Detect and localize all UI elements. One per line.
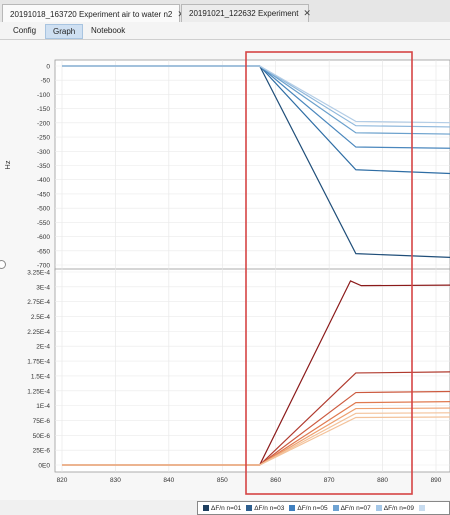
- document-tab-bar: 20191018_163720 Experiment air to water …: [0, 0, 450, 23]
- y-tick-label: -700: [37, 263, 50, 270]
- highlight-box: [245, 51, 413, 495]
- x-tick-label: 860: [270, 477, 281, 484]
- y-tick-label: -250: [37, 135, 50, 142]
- y-tick-label: -550: [37, 220, 50, 227]
- y-tick-label: -150: [37, 106, 50, 113]
- dissipation-plot-area: [54, 268, 450, 473]
- dissipation-series-line: [62, 416, 450, 466]
- graph-area[interactable]: 0 -50 -100 -150 -200 -250 -300 -350 -400 -450 -500…: [0, 40, 450, 500]
- legend-swatch: [203, 505, 209, 511]
- legend-label: ΔF/n n=07: [340, 504, 371, 512]
- legend-item: ΔF/n n=07: [332, 504, 371, 512]
- x-tick-label: 840: [163, 477, 174, 484]
- splitter-handle[interactable]: [0, 260, 6, 269]
- y-tick-label: -50: [41, 78, 51, 85]
- legend-label: ΔF/n n=01: [211, 504, 242, 512]
- y-tick-label: 1E-4: [36, 403, 50, 410]
- tab-notebook[interactable]: Notebook: [91, 26, 126, 35]
- tab-label: 20191018_163720 Experiment air to water …: [10, 9, 173, 19]
- view-tab-bar: Config Graph Notebook: [0, 22, 450, 40]
- x-tick-label: 830: [110, 477, 121, 484]
- y-tick-label: -350: [37, 163, 50, 170]
- y-tick-label: -450: [37, 191, 50, 198]
- tab-config[interactable]: Config: [13, 26, 37, 35]
- y-tick-label: 75E-6: [33, 418, 51, 425]
- y-tick-label: 25E-6: [33, 448, 51, 455]
- y-tick-label: 1.25E-4: [27, 388, 50, 395]
- legend-item: ΔF/n n=03: [246, 505, 284, 512]
- y-tick-label: 1.5E-4: [31, 373, 51, 380]
- tab-experiment[interactable]: 20191021_122632 Experiment ✕: [181, 4, 311, 22]
- legend-item: [418, 505, 427, 511]
- x-tick-label: 850: [217, 477, 228, 484]
- legend-swatch: [375, 505, 382, 511]
- x-tick-label: 870: [324, 477, 335, 484]
- legend-item: ΔF/n n=01: [203, 505, 241, 512]
- y-tick-label: -400: [37, 177, 50, 184]
- chart-legend: ΔF/n n=01 ΔF/n n=03 ΔF/n n=05 ΔF/n n=07 ΔF/n…: [197, 501, 450, 515]
- y-tick-label: -600: [37, 234, 50, 241]
- legend-item: ΔF/n n=09: [375, 504, 414, 512]
- legend-label: ΔF/n n=03: [254, 504, 285, 512]
- frequency-series-line: [62, 65, 450, 124]
- legend-label: ΔF/n n=09: [383, 504, 414, 512]
- y-tick-label: 0: [46, 64, 50, 71]
- tab-experiment-air-to-water[interactable]: 20191018_163720 Experiment air to water …: [2, 4, 185, 23]
- legend-swatch: [418, 505, 425, 511]
- chart-canvas[interactable]: 0 -50 -100 -150 -200 -250 -300 -350 -400 -450 -500…: [0, 40, 450, 500]
- tab-graph[interactable]: Graph: [45, 24, 84, 39]
- legend-swatch: [246, 505, 253, 511]
- y-tick-label: -500: [37, 206, 50, 213]
- y-tick-label: 50E-6: [33, 433, 51, 440]
- tab-label: 20191021_122632 Experiment: [189, 9, 299, 18]
- y-tick-label: 2.75E-4: [27, 299, 50, 306]
- legend-label: ΔF/n n=05: [297, 504, 328, 512]
- legend-swatch: [332, 505, 339, 511]
- y-tick-label: 2.5E-4: [31, 314, 51, 321]
- y-tick-label: 3.25E-4: [27, 270, 50, 277]
- y-tick-label: 2.25E-4: [27, 329, 50, 336]
- y-tick-label: 1.75E-4: [27, 359, 50, 366]
- frequency-plot-area: [54, 59, 450, 271]
- legend-item: ΔF/n n=05: [289, 504, 328, 512]
- y-tick-label: -200: [37, 120, 50, 127]
- y-tick-label: 0E0: [38, 463, 50, 470]
- y-tick-label: 3E-4: [36, 284, 50, 291]
- y-tick-label: -300: [37, 149, 50, 156]
- y-tick-label: 2E-4: [36, 344, 50, 351]
- x-tick-label: 880: [377, 477, 388, 484]
- x-tick-label: 890: [431, 477, 442, 484]
- y-tick-label: -100: [37, 92, 50, 99]
- x-tick-label: 820: [57, 477, 68, 484]
- legend-swatch: [289, 505, 296, 511]
- y-axis-label: Hz: [3, 160, 12, 169]
- close-icon[interactable]: ✕: [303, 8, 311, 18]
- y-tick-label: -650: [37, 248, 50, 255]
